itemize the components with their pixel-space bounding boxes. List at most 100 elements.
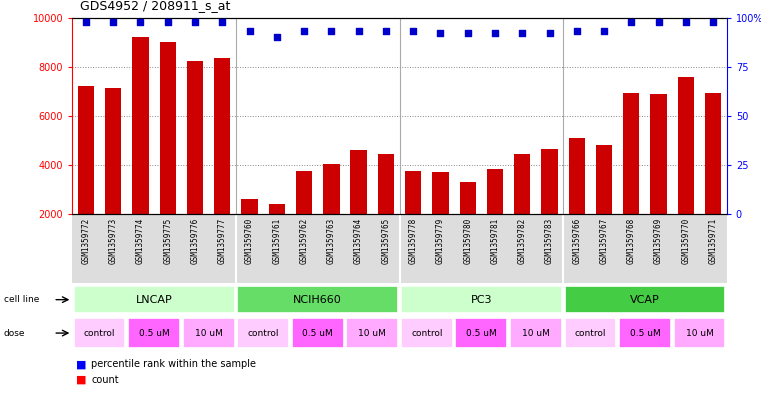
Text: GSM1359767: GSM1359767 — [600, 218, 609, 264]
Bar — [132, 37, 148, 263]
Text: GSM1359762: GSM1359762 — [300, 218, 308, 264]
Text: GSM1359770: GSM1359770 — [681, 218, 690, 264]
Bar — [187, 61, 203, 263]
Text: ■: ■ — [76, 375, 87, 385]
Text: PC3: PC3 — [470, 295, 492, 305]
Point — [216, 18, 228, 25]
Bar — [673, 318, 725, 348]
Point — [271, 34, 283, 40]
Point — [189, 18, 201, 25]
Bar — [623, 93, 639, 263]
Text: GSM1359776: GSM1359776 — [190, 218, 199, 264]
Text: VCAP: VCAP — [630, 295, 660, 305]
Point — [680, 18, 692, 25]
Text: GSM1359761: GSM1359761 — [272, 218, 282, 264]
Text: count: count — [91, 375, 119, 385]
Text: GSM1359775: GSM1359775 — [164, 218, 172, 264]
Bar — [596, 145, 613, 263]
Point — [516, 30, 528, 37]
Bar — [565, 318, 616, 348]
Bar — [455, 318, 508, 348]
Text: 10 uM: 10 uM — [522, 329, 549, 338]
Text: GSM1359780: GSM1359780 — [463, 218, 472, 264]
Bar — [619, 318, 671, 348]
Text: GSM1359768: GSM1359768 — [627, 218, 635, 264]
Point — [707, 18, 719, 25]
Text: GSM1359779: GSM1359779 — [436, 218, 445, 264]
Text: GSM1359773: GSM1359773 — [109, 218, 118, 264]
Bar — [432, 173, 449, 263]
Text: GSM1359769: GSM1359769 — [654, 218, 663, 264]
Bar — [401, 318, 453, 348]
Text: 10 uM: 10 uM — [686, 329, 713, 338]
Text: 10 uM: 10 uM — [358, 329, 386, 338]
Text: GSM1359771: GSM1359771 — [708, 218, 718, 264]
Text: 0.5 uM: 0.5 uM — [466, 329, 497, 338]
Text: GSM1359781: GSM1359781 — [491, 218, 499, 264]
Text: 0.5 uM: 0.5 uM — [629, 329, 661, 338]
Bar — [269, 204, 285, 263]
Point — [543, 30, 556, 37]
Text: GSM1359774: GSM1359774 — [136, 218, 145, 264]
Text: GSM1359765: GSM1359765 — [381, 218, 390, 264]
Point — [135, 18, 147, 25]
Text: GSM1359777: GSM1359777 — [218, 218, 227, 264]
Text: control: control — [84, 329, 116, 338]
Bar — [237, 318, 289, 348]
Bar — [405, 171, 422, 263]
Text: control: control — [411, 329, 443, 338]
Bar — [351, 150, 367, 263]
Bar — [541, 149, 558, 263]
Text: 0.5 uM: 0.5 uM — [139, 329, 170, 338]
Text: GSM1359766: GSM1359766 — [572, 218, 581, 264]
Text: control: control — [247, 329, 279, 338]
Text: GSM1359782: GSM1359782 — [517, 218, 527, 264]
Bar — [377, 154, 394, 263]
Point — [626, 18, 638, 25]
Text: cell line: cell line — [4, 295, 39, 304]
Bar — [78, 86, 94, 263]
Bar — [237, 286, 398, 313]
Bar — [323, 164, 339, 263]
Bar — [241, 199, 258, 263]
Bar — [401, 286, 562, 313]
Text: GSM1359763: GSM1359763 — [327, 218, 336, 264]
Bar — [460, 182, 476, 263]
Text: GSM1359764: GSM1359764 — [354, 218, 363, 264]
Bar — [291, 318, 344, 348]
Text: percentile rank within the sample: percentile rank within the sample — [91, 360, 256, 369]
Text: GSM1359772: GSM1359772 — [81, 218, 91, 264]
Bar — [487, 169, 503, 263]
Bar — [510, 318, 562, 348]
Point — [598, 28, 610, 35]
Point — [352, 28, 365, 35]
Point — [80, 18, 92, 25]
Bar — [160, 42, 176, 263]
Point — [161, 18, 174, 25]
Text: GSM1359778: GSM1359778 — [409, 218, 418, 264]
Text: GSM1359783: GSM1359783 — [545, 218, 554, 264]
Bar — [74, 286, 234, 313]
Text: GSM1359760: GSM1359760 — [245, 218, 254, 264]
Point — [489, 30, 501, 37]
Bar — [565, 286, 725, 313]
Text: GDS4952 / 208911_s_at: GDS4952 / 208911_s_at — [80, 0, 231, 12]
Bar — [183, 318, 234, 348]
Bar — [514, 154, 530, 263]
Text: dose: dose — [4, 329, 25, 338]
Point — [435, 30, 447, 37]
Text: ■: ■ — [76, 360, 87, 369]
Bar — [128, 318, 180, 348]
Text: 10 uM: 10 uM — [195, 329, 222, 338]
Text: control: control — [575, 329, 607, 338]
Point — [652, 18, 664, 25]
Point — [380, 28, 392, 35]
Point — [107, 18, 119, 25]
Bar — [105, 88, 122, 263]
Bar — [214, 58, 231, 263]
Point — [298, 28, 310, 35]
Point — [462, 30, 474, 37]
Bar — [74, 318, 126, 348]
Bar — [296, 171, 312, 263]
Text: 0.5 uM: 0.5 uM — [302, 329, 333, 338]
